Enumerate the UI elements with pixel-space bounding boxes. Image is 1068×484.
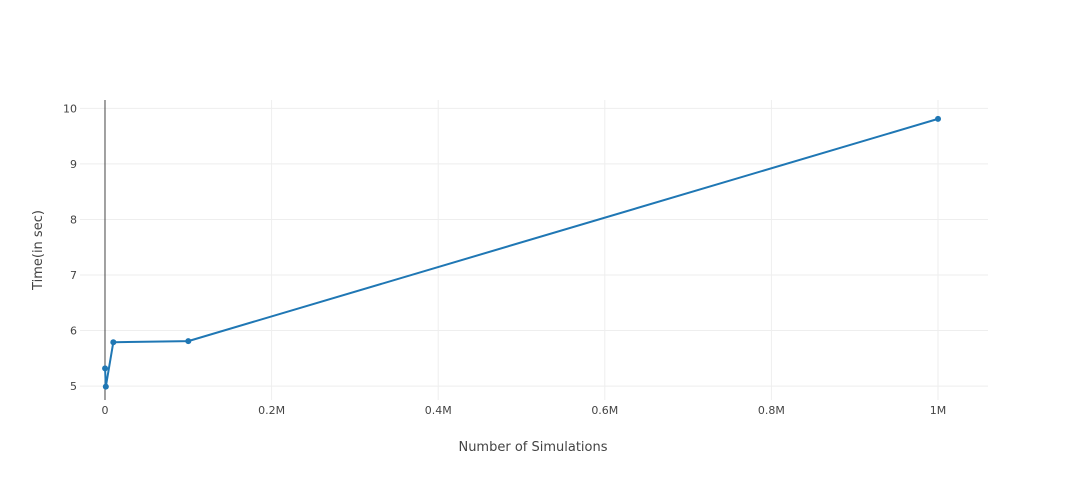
data-point <box>935 115 942 122</box>
grid <box>80 100 988 400</box>
x-axis-title: Number of Simulations <box>458 440 607 455</box>
x-tick-label: 1M <box>930 404 947 417</box>
y-axis-ticks: 5 6 7 8 9 10 <box>63 102 77 393</box>
series-layer <box>102 115 942 390</box>
x-tick-label: 0.4M <box>425 404 452 417</box>
x-tick-label: 0 <box>101 404 108 417</box>
x-tick-label: 0.6M <box>591 404 618 417</box>
y-tick-label: 6 <box>70 325 77 338</box>
y-tick-label: 5 <box>70 380 77 393</box>
data-point <box>110 339 117 346</box>
series-line <box>104 117 939 388</box>
x-tick-label: 0.2M <box>258 404 285 417</box>
y-tick-label: 8 <box>70 213 77 226</box>
y-axis-title: Time(in sec) <box>31 210 46 291</box>
data-point <box>185 338 192 345</box>
y-tick-label: 9 <box>70 158 77 171</box>
x-axis-ticks: 0 0.2M 0.4M 0.6M 0.8M 1M <box>101 404 946 417</box>
y-tick-label: 10 <box>63 102 77 115</box>
data-point <box>102 383 109 390</box>
data-point <box>102 365 109 372</box>
y-tick-label: 7 <box>70 269 77 282</box>
x-tick-label: 0.8M <box>758 404 785 417</box>
